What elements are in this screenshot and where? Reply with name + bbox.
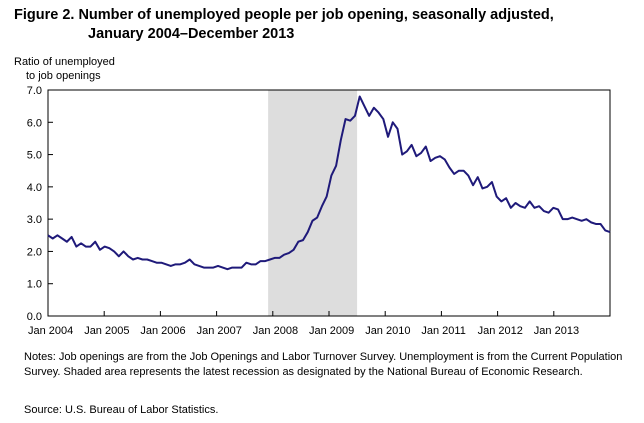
y-tick-label: 1.0 [27,279,42,291]
x-tick-label: Jan 2011 [421,325,465,337]
x-tick-label: Jan 2013 [534,325,579,337]
series-line-unemployed-per-opening [47,95,611,271]
chart-title: Figure 2. Number of unemployed people pe… [14,6,634,44]
y-tick-label: 2.0 [27,246,42,258]
y-tick-label: 0.0 [27,311,42,323]
x-tick-label: Jan 2004 [28,325,73,337]
chart-title-line-2: January 2004–December 2013 [88,26,295,42]
x-tick-label: Jan 2010 [365,325,410,337]
x-tick-label: Jan 2008 [253,325,298,337]
y-axis-label-line-1: Ratio of unemployed [14,56,115,68]
y-tick-label: 6.0 [27,117,42,129]
y-tick-label: 7.0 [27,85,42,97]
y-tick-label: 3.0 [27,214,42,226]
x-tick-label: Jan 2012 [478,325,523,337]
y-axis-ticks: 0.0 1.0 2.0 3.0 4.0 5.0 6.0 7.0 [27,85,53,323]
recession-shade [268,90,358,316]
y-axis-label-line-2: to job openings [26,70,101,82]
x-tick-label: Jan 2006 [140,325,185,337]
y-tick-label: 5.0 [27,150,42,162]
x-tick-label: Jan 2009 [309,325,354,337]
y-axis-label: Ratio of unemployed to job openings [14,55,115,83]
x-tick-label: Jan 2005 [84,325,129,337]
x-tick-label: Jan 2007 [197,325,242,337]
chart-title-line-1: Figure 2. Number of unemployed people pe… [14,7,554,23]
y-tick-label: 4.0 [27,182,42,194]
plot-frame [47,89,611,317]
chart-source: Source: U.S. Bureau of Labor Statistics. [24,404,219,416]
chart-notes: Notes: Job openings are from the Job Ope… [24,351,623,378]
x-axis-ticks: Jan 2004 Jan 2005 Jan 2006 Jan 2007 Jan 2008… [28,311,579,337]
